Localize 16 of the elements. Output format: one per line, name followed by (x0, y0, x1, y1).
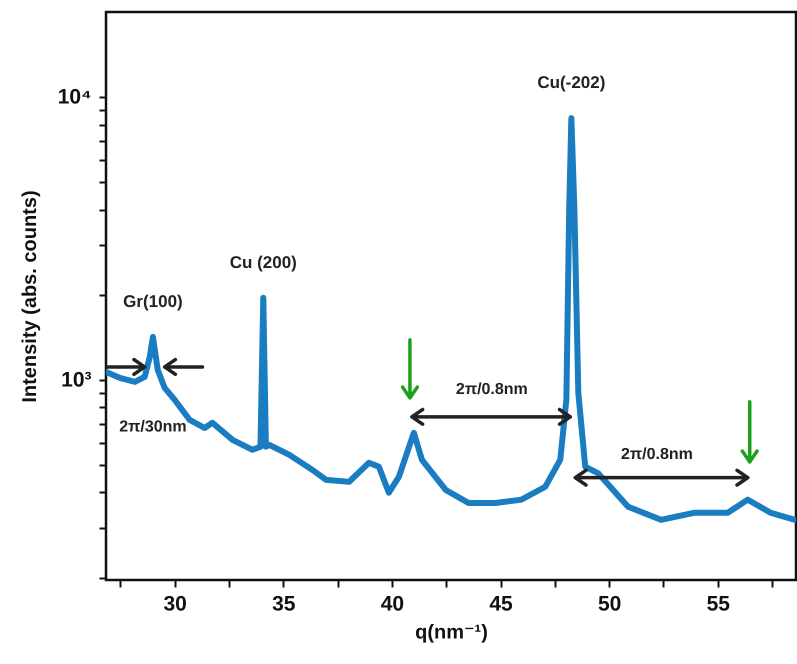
y-tick-label: 10⁴ (58, 86, 92, 109)
x-tick-label: 40 (380, 592, 404, 616)
annotation: Cu(-202) (537, 73, 606, 92)
annotation: 2π/0.8nm (621, 446, 693, 464)
x-tick-label: 50 (598, 592, 622, 616)
annotation: Gr(100) (123, 292, 183, 311)
annotation: 2π/0.8nm (456, 381, 528, 398)
x-axis-title: q(nm⁻¹) (415, 622, 488, 644)
annotation: Cu (200) (230, 252, 297, 272)
annotation: 2π/30nm (119, 418, 187, 436)
x-tick-label: 35 (272, 592, 296, 616)
x-tick-label: 30 (163, 592, 187, 616)
x-tick-label: 55 (706, 592, 730, 616)
x-tick-label: 45 (489, 592, 514, 616)
y-axis-title: Intensity (abs. counts) (18, 190, 41, 403)
y-tick-label: 10³ (61, 368, 92, 392)
